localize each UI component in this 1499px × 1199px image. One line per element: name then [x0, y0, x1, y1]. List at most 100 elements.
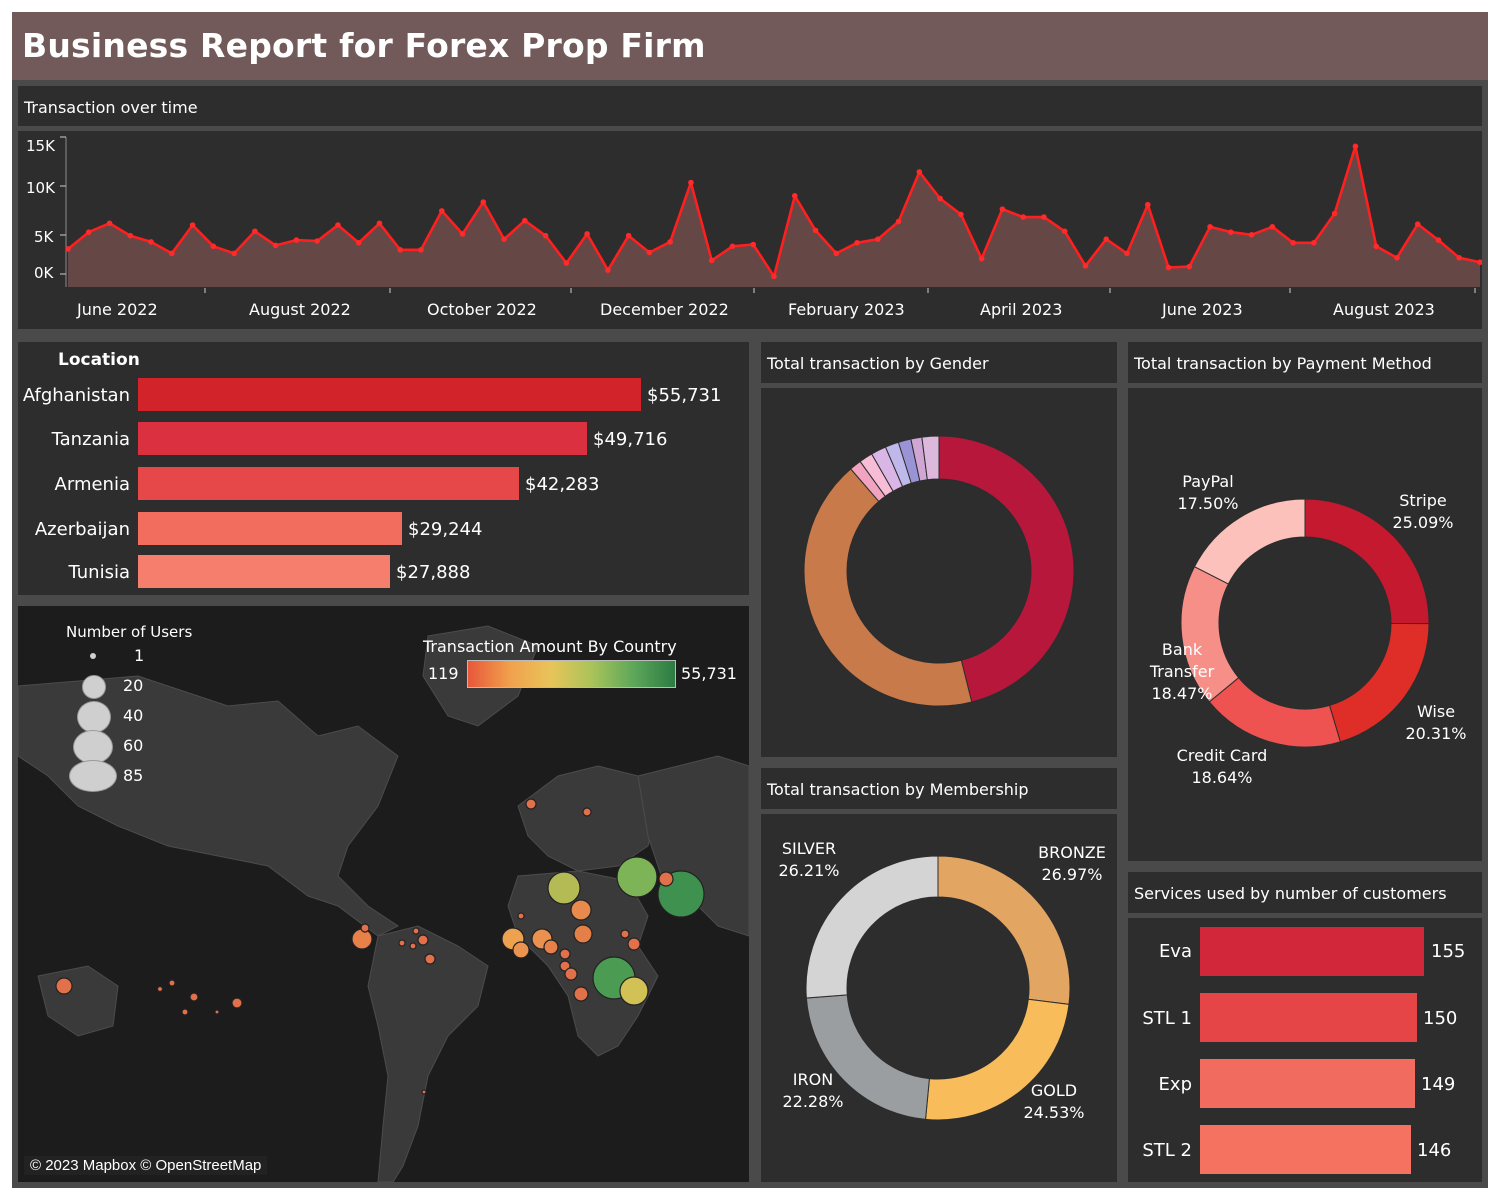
- color-legend-min: 119: [428, 664, 459, 683]
- payment-pct-paypal: 17.50%: [1177, 494, 1239, 513]
- payment-pct-credit-card: 18.64%: [1191, 768, 1253, 787]
- color-legend-gradient: [467, 660, 676, 688]
- payment-pct-wise: 20.31%: [1405, 724, 1467, 743]
- time-chart-panel[interactable]: 15K 10K 5K 0K June 2022 August 2022 Octo…: [18, 131, 1482, 329]
- location-label-tanzania: Tanzania: [51, 429, 130, 450]
- location-bar-armenia[interactable]: [138, 467, 519, 500]
- time-point: [1144, 201, 1151, 208]
- time-point: [1311, 239, 1317, 246]
- time-point: [1394, 255, 1400, 261]
- x-label-feb-2023: February 2023: [788, 300, 905, 319]
- time-point: [65, 246, 71, 252]
- map-bubble: [55, 977, 73, 995]
- size-legend-label-40: 40: [123, 706, 144, 725]
- location-bar-tanzania[interactable]: [138, 422, 587, 455]
- location-value-afghanistan: $55,731: [647, 385, 722, 406]
- time-point: [1414, 221, 1421, 227]
- map-bubble: [570, 899, 592, 921]
- time-point: [210, 243, 217, 250]
- gender-slice[interactable]: [938, 435, 1075, 703]
- location-label-armenia: Armenia: [54, 474, 130, 495]
- location-bar-azerbaijan[interactable]: [138, 512, 402, 545]
- location-value-azerbaijan: $29,244: [408, 519, 483, 540]
- payment-label-credit-card: Credit Card 18.64%: [1174, 745, 1270, 789]
- payment-donut[interactable]: [1128, 388, 1482, 861]
- services-title: Services used by number of customers: [1134, 884, 1447, 903]
- size-legend-dot-20: [82, 675, 106, 699]
- membership-name-iron: IRON: [792, 1070, 834, 1089]
- time-point: [1103, 236, 1110, 243]
- membership-slice-silver[interactable]: [805, 855, 939, 999]
- location-panel: Location Afghanistan $55,731 Tanzania $4…: [18, 342, 749, 595]
- map-bubble: [547, 871, 581, 905]
- gender-slice[interactable]: [803, 468, 973, 707]
- time-point: [522, 217, 528, 224]
- time-point: [1165, 264, 1172, 271]
- x-label-aug-2023: August 2023: [1333, 300, 1435, 319]
- time-point: [397, 247, 404, 253]
- membership-pct-silver: 26.21%: [778, 861, 840, 880]
- map-bubble: [181, 1008, 189, 1016]
- location-bar-afghanistan[interactable]: [138, 378, 641, 411]
- membership-panel: BRONZE 26.97% GOLD 24.53% IRON 22.28% SILVE…: [761, 814, 1117, 1182]
- service-bar-stl2[interactable]: [1200, 1125, 1411, 1174]
- service-bar-exp[interactable]: [1200, 1059, 1415, 1108]
- map-bubble: [409, 942, 417, 950]
- world-map[interactable]: [18, 606, 749, 1182]
- gender-donut[interactable]: [761, 388, 1117, 757]
- map-bubble: [582, 807, 592, 817]
- map-bubble: [214, 1009, 220, 1015]
- membership-pct-bronze: 26.97%: [1041, 865, 1103, 884]
- time-point: [1248, 231, 1255, 238]
- time-point: [1373, 243, 1379, 250]
- payment-title-bar: Total transaction by Payment Method: [1128, 342, 1482, 383]
- time-point: [1020, 214, 1026, 220]
- membership-donut[interactable]: [761, 814, 1117, 1182]
- map-panel[interactable]: Number of Users 1 20 40 60 85 Transactio…: [18, 606, 749, 1182]
- time-point: [335, 222, 341, 228]
- map-bubble: [573, 986, 589, 1002]
- time-point: [1186, 263, 1193, 270]
- location-value-armenia: $42,283: [525, 474, 600, 495]
- payment-panel: Stripe 25.09% Wise 20.31% Credit Card 18.64…: [1128, 388, 1482, 861]
- size-legend-label-20: 20: [123, 676, 144, 695]
- map-bubbles[interactable]: [18, 606, 749, 1182]
- time-point: [272, 242, 279, 249]
- time-point: [791, 193, 798, 199]
- time-line-chart[interactable]: [18, 131, 1482, 329]
- time-point: [106, 220, 113, 227]
- map-bubble: [573, 924, 593, 944]
- time-point: [646, 249, 653, 256]
- dashboard-header: Business Report for Forex Prop Firm: [12, 12, 1488, 80]
- time-point: [85, 229, 92, 235]
- service-label-exp: Exp: [1158, 1074, 1192, 1095]
- map-bubble: [616, 856, 658, 898]
- gender-title: Total transaction by Gender: [767, 354, 989, 373]
- x-label-aug-2022: August 2022: [249, 300, 351, 319]
- time-point: [916, 169, 923, 175]
- time-point: [729, 243, 736, 250]
- membership-label-gold: GOLD 24.53%: [1006, 1080, 1102, 1124]
- payment-slice-paypal[interactable]: [1193, 498, 1306, 585]
- time-point: [875, 236, 881, 243]
- time-point: [1228, 229, 1234, 235]
- time-point: [501, 236, 507, 243]
- map-bubble: [412, 927, 420, 935]
- time-point: [293, 237, 300, 243]
- map-bubble: [620, 929, 630, 939]
- gender-slice[interactable]: [921, 435, 940, 481]
- time-point: [1352, 143, 1359, 150]
- service-bar-eva[interactable]: [1200, 927, 1424, 976]
- y-tick-10k: 10K: [26, 179, 55, 197]
- y-tick-15k: 15K: [26, 137, 55, 155]
- service-bar-stl1[interactable]: [1200, 993, 1417, 1042]
- location-bar-tunisia[interactable]: [138, 555, 390, 588]
- payment-label-bank-transfer: Bank Transfer 18.47%: [1128, 639, 1236, 705]
- membership-pct-gold: 24.53%: [1023, 1103, 1085, 1122]
- x-label-apr-2023: April 2023: [980, 300, 1063, 319]
- map-bubble: [619, 976, 649, 1006]
- membership-title: Total transaction by Membership: [767, 780, 1029, 799]
- time-point: [771, 273, 777, 280]
- time-point: [1207, 224, 1213, 230]
- time-point: [127, 232, 134, 239]
